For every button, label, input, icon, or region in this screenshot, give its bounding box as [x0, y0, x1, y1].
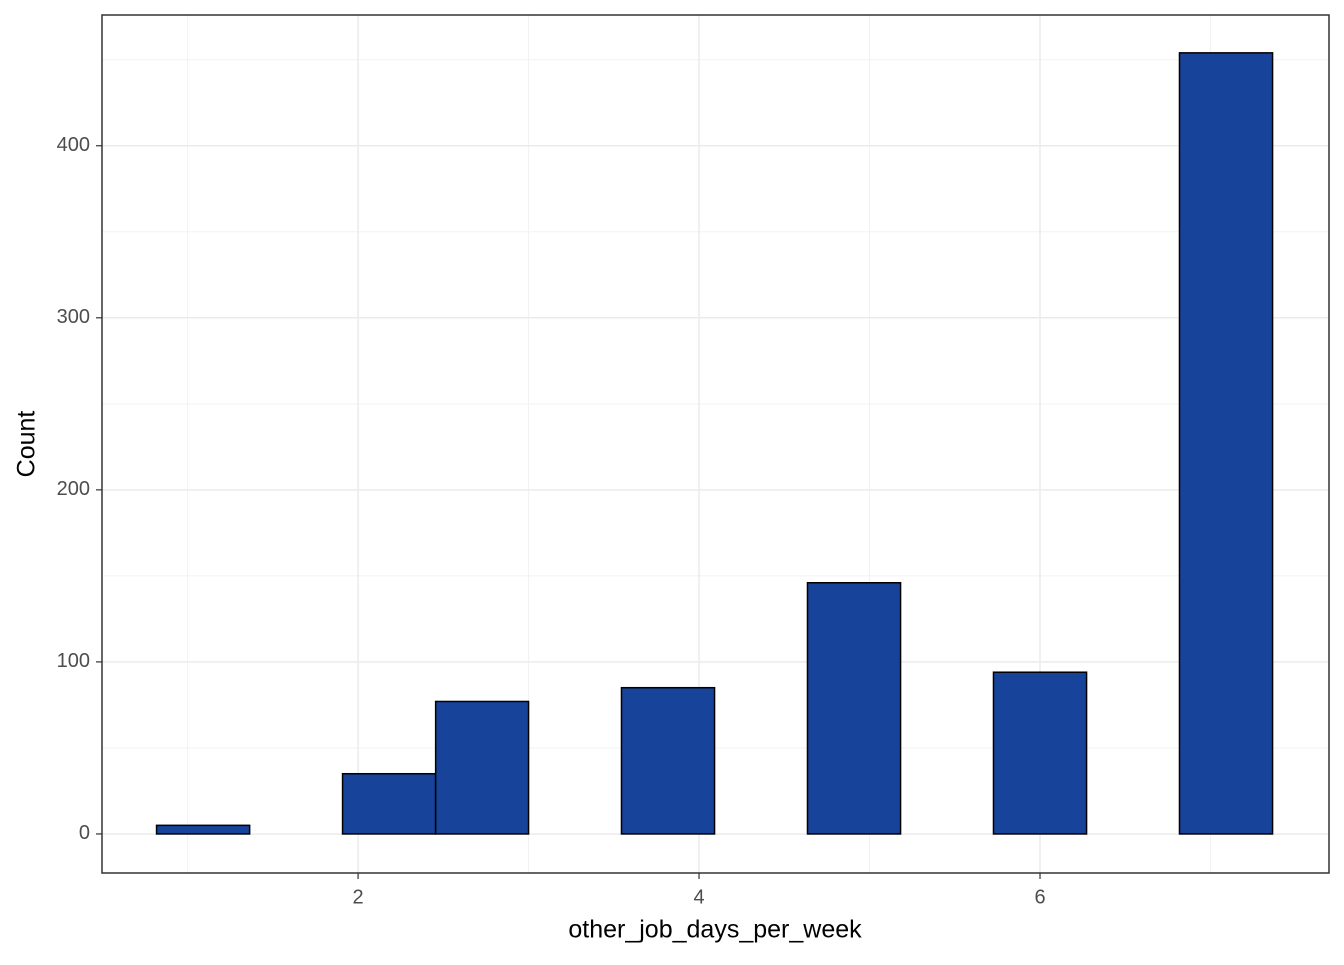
x-tick-label: 6 — [1034, 886, 1045, 908]
panel-border — [101, 14, 1330, 874]
y-tick-label: 200 — [57, 478, 90, 500]
y-tick-label: 400 — [57, 134, 90, 156]
bar — [1178, 52, 1274, 835]
bar — [620, 686, 716, 835]
x-tick-label: 2 — [353, 886, 364, 908]
bar — [155, 824, 251, 835]
bar — [341, 772, 437, 835]
bar — [434, 700, 530, 835]
y-axis-title: Count — [13, 411, 41, 478]
bar — [806, 582, 902, 835]
y-tick-label: 100 — [57, 650, 90, 672]
x-tick-label: 4 — [693, 886, 704, 908]
y-tick-label: 300 — [57, 306, 90, 328]
bar — [992, 671, 1088, 835]
y-tick-label: 0 — [79, 822, 90, 844]
x-axis-title: other_job_days_per_week — [568, 916, 862, 944]
